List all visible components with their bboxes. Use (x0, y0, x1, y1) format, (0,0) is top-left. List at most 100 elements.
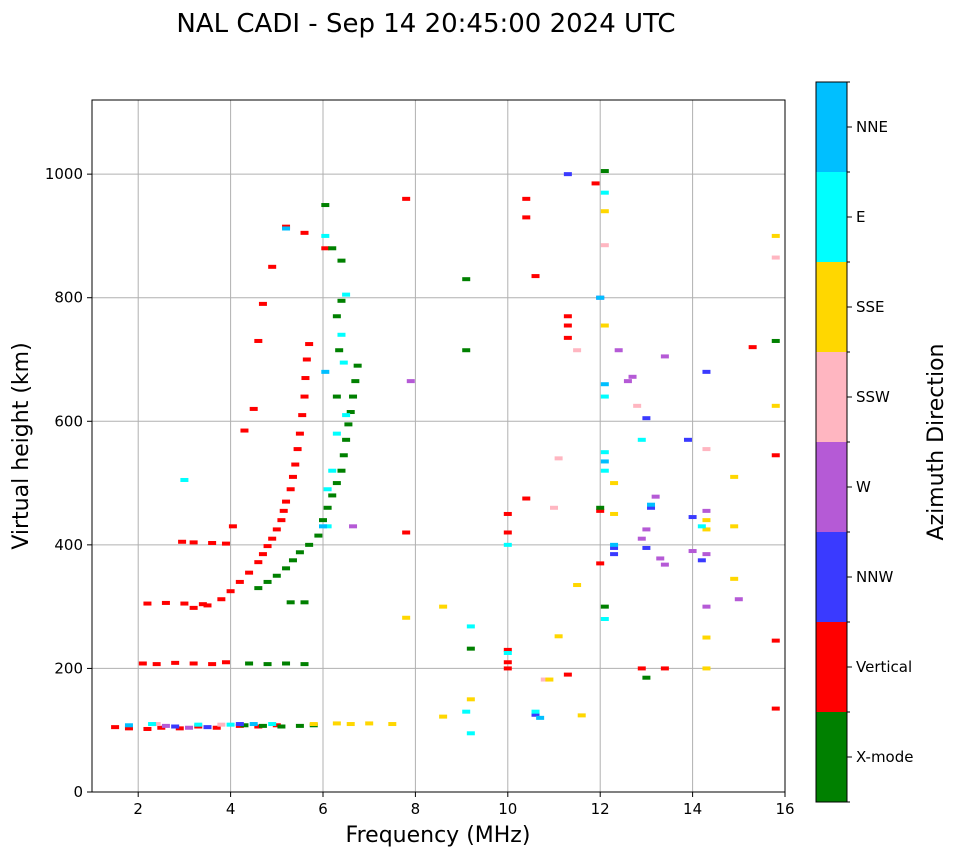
data-point (272, 573, 281, 578)
data-point (221, 660, 230, 665)
data-point (660, 562, 669, 567)
data-point (642, 416, 651, 421)
data-point (309, 722, 318, 727)
data-point (344, 422, 353, 427)
data-point (748, 345, 757, 350)
data-point (702, 666, 711, 671)
data-point (554, 456, 563, 461)
data-point (771, 706, 780, 711)
data-point (688, 549, 697, 554)
data-point (536, 715, 545, 720)
data-point (328, 246, 337, 251)
data-point (734, 597, 743, 602)
data-point (402, 530, 411, 535)
data-point (293, 447, 302, 452)
data-point (321, 369, 330, 374)
data-point (268, 722, 277, 727)
data-point (272, 527, 281, 532)
data-point (596, 508, 605, 513)
data-point (263, 579, 272, 584)
data-point (249, 406, 258, 411)
series-ssw (152, 243, 780, 727)
data-point (503, 647, 512, 652)
data-point (258, 552, 267, 557)
data-point (600, 459, 609, 464)
data-point (323, 487, 332, 492)
data-point (258, 301, 267, 306)
data-point (591, 181, 600, 186)
data-point (637, 437, 646, 442)
data-point (600, 450, 609, 455)
series-nne (124, 226, 656, 728)
colorbar-segment (816, 622, 847, 712)
data-point (300, 230, 309, 235)
data-point (319, 518, 327, 523)
data-point (328, 493, 337, 498)
data-point (328, 468, 337, 473)
data-point (337, 468, 346, 473)
data-point (111, 725, 120, 730)
data-point (332, 721, 341, 726)
data-point (288, 474, 297, 479)
data-point (600, 382, 609, 387)
data-point (245, 661, 254, 666)
data-point (268, 264, 277, 269)
data-point (771, 233, 780, 238)
data-point (217, 722, 226, 727)
data-point (596, 561, 605, 566)
data-point (642, 675, 651, 680)
data-point (282, 226, 291, 231)
data-point (189, 661, 198, 666)
y-tick-label: 1000 (45, 165, 83, 183)
data-point (628, 374, 637, 379)
data-point (245, 570, 254, 575)
data-point (550, 505, 558, 510)
data-point (697, 524, 706, 529)
data-point (143, 726, 152, 731)
data-point (563, 172, 572, 177)
data-point (342, 413, 351, 418)
data-point (323, 505, 332, 510)
data-point (157, 725, 166, 730)
data-point (730, 474, 739, 479)
y-tick-label: 600 (54, 412, 83, 430)
data-point (332, 394, 341, 399)
data-point (279, 508, 288, 513)
data-point (540, 677, 549, 682)
data-point (610, 542, 619, 547)
azimuth-colorbar: X-mode Vertical NNW W SSW SSE E NNE (815, 81, 913, 803)
data-point (642, 527, 651, 532)
data-point (263, 544, 272, 549)
data-point (406, 379, 415, 384)
data-point (235, 579, 244, 584)
data-point (189, 540, 198, 545)
data-point (365, 721, 374, 726)
data-point (349, 394, 358, 399)
data-point (208, 541, 217, 546)
data-point (138, 661, 147, 666)
data-point (342, 437, 351, 442)
data-point (688, 515, 697, 520)
data-point (660, 666, 669, 671)
x-axis-label: Frequency (MHz) (346, 823, 531, 848)
data-point (600, 243, 609, 248)
data-point (503, 650, 512, 655)
data-point (600, 394, 609, 399)
colorbar-segment (816, 262, 847, 352)
data-point (171, 724, 180, 729)
x-tick-label: 4 (226, 800, 236, 818)
grid-lines (92, 100, 785, 792)
data-point (124, 726, 133, 731)
data-point (235, 722, 244, 727)
data-point (321, 233, 330, 238)
data-point (277, 724, 286, 729)
data-point (240, 723, 249, 728)
data-point (600, 604, 609, 609)
plot-frame (91, 99, 786, 793)
data-point (203, 725, 212, 730)
data-point (651, 494, 660, 499)
colorbar-label: E (856, 208, 865, 226)
data-point (254, 560, 263, 565)
data-point (771, 453, 780, 458)
